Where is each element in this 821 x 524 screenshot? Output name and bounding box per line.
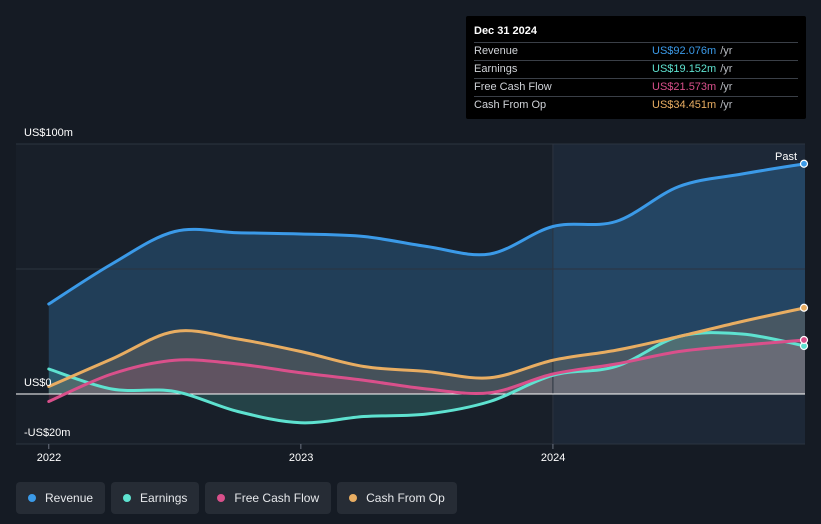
legend-dot-icon	[123, 494, 132, 502]
tooltip-value: US$92.076m	[652, 45, 717, 57]
x-tick-label: 2024	[541, 452, 565, 464]
tooltip-value: US$21.573m	[652, 81, 717, 93]
free-cash-flow-line	[47, 338, 807, 403]
legend-label: Earnings	[140, 491, 188, 505]
y-tick-label-bottom: -US$20m	[24, 427, 70, 439]
legend-item-free-cash-flow[interactable]: Free Cash Flow	[205, 482, 332, 514]
series-areas	[48, 163, 806, 423]
tooltip-label: Revenue	[474, 45, 519, 57]
legend-dot-icon	[28, 494, 36, 502]
tooltip-unit: /yr	[720, 45, 733, 57]
tooltip-row-revenue: Revenue US$92.076m /yr	[474, 42, 798, 60]
y-tick-label-zero: US$0	[24, 377, 52, 389]
legend-item-revenue[interactable]: Revenue	[16, 482, 106, 514]
y-tick-label-top: US$100m	[24, 127, 73, 139]
free-cash-flow-area	[48, 340, 806, 402]
tooltip-date: Dec 31 2024	[474, 25, 537, 37]
tooltip-unit: /yr	[720, 63, 733, 75]
tooltip-unit: /yr	[720, 81, 733, 93]
tooltip-unit: /yr	[720, 99, 733, 111]
x-tick-label: 2022	[37, 452, 61, 464]
tooltip-value: US$19.152m	[652, 63, 717, 75]
tooltip-value: US$34.451m	[652, 99, 717, 111]
legend-item-cash-from-op[interactable]: Cash From Op	[337, 482, 457, 514]
tooltip-label: Earnings	[474, 63, 518, 75]
series-end-dots	[799, 159, 809, 351]
past-label: Past	[775, 151, 797, 163]
legend-dot-icon	[349, 494, 358, 502]
revenue-area	[48, 163, 806, 394]
revenue-line	[47, 162, 807, 306]
legend-label: Cash From Op	[366, 491, 445, 505]
free-cash-flow-end-point	[799, 335, 809, 345]
cash-from-op-area	[48, 307, 806, 394]
tooltip-row-earnings: Earnings US$19.152m /yr	[474, 60, 798, 78]
legend: Revenue Earnings Free Cash Flow Cash Fro…	[16, 482, 457, 514]
tooltip: Dec 31 2024 Revenue US$92.076m /yr Earni…	[466, 16, 806, 119]
legend-dot-icon	[217, 494, 226, 502]
tooltip-label: Cash From Op	[474, 99, 547, 111]
tooltip-row-free-cash-flow: Free Cash Flow US$21.573m /yr	[474, 78, 798, 96]
x-tick-label: 2023	[289, 452, 313, 464]
tooltip-row-cash-from-op: Cash From Op US$34.451m /yr	[474, 96, 798, 114]
tooltip-label: Free Cash Flow	[474, 81, 552, 93]
legend-label: Revenue	[45, 491, 94, 505]
legend-label: Free Cash Flow	[234, 491, 320, 505]
series-lines	[47, 162, 807, 425]
legend-item-earnings[interactable]: Earnings	[111, 482, 200, 514]
revenue-end-point	[799, 159, 809, 168]
cash-from-op-line	[47, 306, 807, 388]
earnings-area	[48, 332, 806, 423]
cash-from-op-end-point	[799, 303, 809, 312]
x-axis: 2022 2023 2024	[37, 444, 565, 464]
